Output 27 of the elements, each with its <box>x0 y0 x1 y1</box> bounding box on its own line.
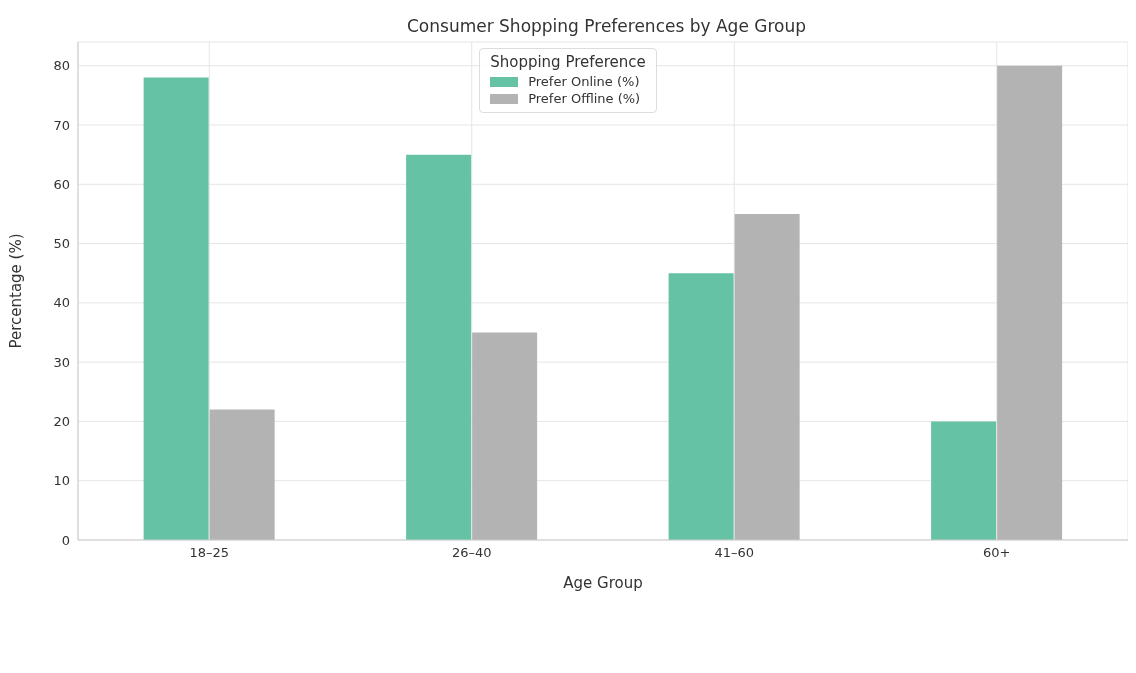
x-tick-label: 41–60 <box>714 545 755 561</box>
y-tick-label: 30 <box>53 354 70 370</box>
bar <box>997 65 1063 540</box>
y-tick-label: 50 <box>53 236 70 252</box>
bar <box>734 213 800 540</box>
bar <box>472 332 538 540</box>
y-tick-label: 20 <box>53 414 70 430</box>
y-tick-label: 70 <box>53 117 70 133</box>
y-tick-label: 0 <box>61 532 70 548</box>
x-tick-label: 26–40 <box>451 545 492 561</box>
bar <box>406 154 472 540</box>
legend-label: Prefer Offline (%) <box>528 91 641 106</box>
bar <box>668 273 734 540</box>
bar <box>931 421 997 540</box>
chart-title: Consumer Shopping Preferences by Age Group <box>406 16 807 36</box>
y-tick-label: 60 <box>53 176 70 192</box>
y-axis-title: Percentage (%) <box>7 233 26 349</box>
x-tick-label: 60+ <box>983 545 1011 561</box>
x-tick-label: 18–25 <box>189 545 230 561</box>
y-tick-label: 80 <box>53 58 70 74</box>
legend-title: Shopping Preference <box>490 53 646 71</box>
x-axis-title: Age Group <box>563 574 643 592</box>
y-tick-label: 40 <box>53 295 70 311</box>
legend-label: Prefer Online (%) <box>528 74 640 89</box>
bar <box>209 409 275 540</box>
bar <box>143 77 209 540</box>
y-tick-label: 10 <box>53 473 70 489</box>
